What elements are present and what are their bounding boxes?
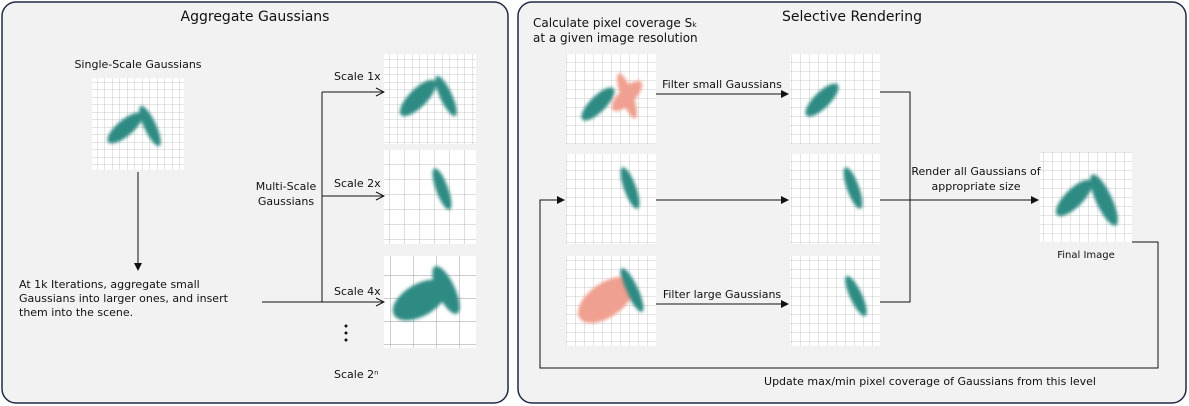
label: Final Image (1057, 250, 1115, 261)
label: Render all Gaussians of (911, 165, 1041, 178)
panel-title: Aggregate Gaussians (181, 9, 330, 25)
scale-label: Scale 4x (334, 285, 381, 298)
note: them into the scene. (19, 306, 133, 319)
label: Filter large Gaussians (663, 288, 782, 301)
ellipsis (345, 325, 348, 342)
note: at a given image resolution (533, 31, 698, 45)
label: Multi-Scale (256, 180, 317, 193)
scale-label: Scale 2ⁿ (334, 368, 378, 381)
note: Gaussians into larger ones, and insert (19, 292, 229, 305)
scale-label: Scale 2x (334, 177, 381, 190)
scale-label: Scale 1x (334, 70, 381, 83)
panel-title: Selective Rendering (782, 9, 922, 25)
note: At 1k Iterations, aggregate small (19, 278, 200, 291)
label: appropriate size (932, 180, 1021, 193)
label: Update max/min pixel coverage of Gaussia… (764, 375, 1096, 388)
label: Filter small Gaussians (662, 78, 782, 91)
label: Single-Scale Gaussians (74, 58, 201, 71)
page: Aggregate Gaussians Single-Scale Gaussia… (0, 0, 1189, 406)
label: Gaussians (258, 195, 314, 208)
note: Calculate pixel coverage Sₖ (533, 16, 697, 30)
diagram: Aggregate Gaussians Single-Scale Gaussia… (0, 0, 1189, 406)
